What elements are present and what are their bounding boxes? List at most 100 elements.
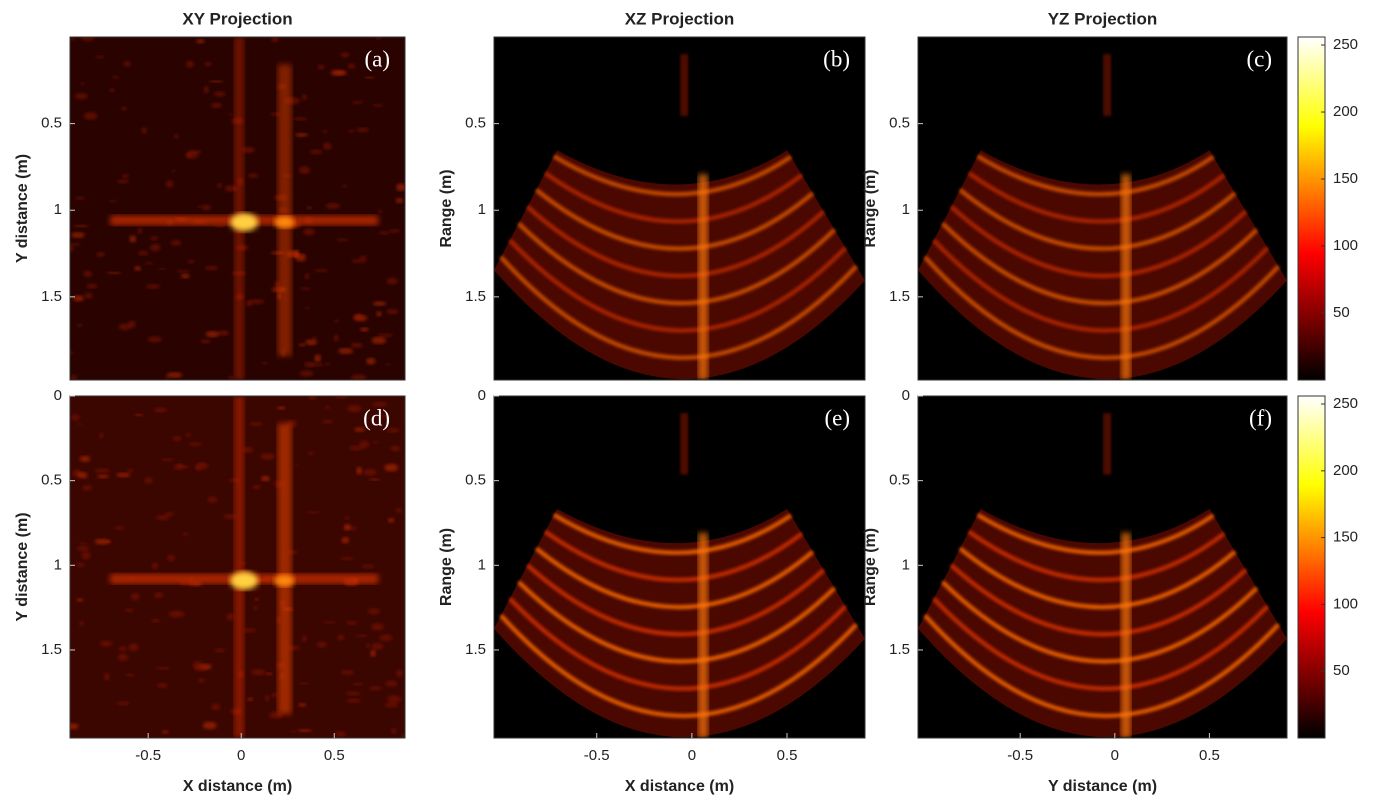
image-hotspot: [274, 574, 295, 587]
image-speckle: [196, 38, 205, 44]
image-speckle: [208, 80, 223, 83]
axes-frame: [69, 395, 406, 739]
image-stripe: [499, 614, 858, 718]
x-tick-label: 0.5: [1199, 747, 1220, 764]
image-stripe: [923, 255, 1280, 360]
image-speckle: [249, 421, 264, 426]
image-speckle: [396, 183, 405, 192]
image-speckle: [384, 463, 399, 472]
x-tick-label: 0.5: [324, 747, 345, 764]
colorbar-tick-label: 100: [1333, 595, 1358, 612]
image-speckle: [114, 526, 125, 530]
image-speckle: [361, 564, 375, 569]
image-speckle: [261, 475, 270, 482]
image-stripe: [976, 154, 1215, 197]
image-speckle: [322, 129, 328, 134]
image-streak: [234, 37, 245, 380]
image-speckle: [72, 295, 85, 302]
y-tick-label: 0.5: [465, 115, 486, 132]
image-speckle: [77, 545, 90, 552]
image-speckle: [79, 455, 91, 462]
image-speckle: [194, 664, 208, 672]
image-stripe: [923, 614, 1280, 718]
image-speckle: [364, 76, 375, 79]
image-speckle: [386, 428, 400, 433]
image-streak: [1103, 413, 1112, 475]
y-axis-label: Range (m): [438, 169, 455, 247]
image-speckle: [304, 361, 315, 368]
image-speckle: [346, 621, 358, 625]
image-stripe: [526, 205, 826, 278]
image-speckle: [396, 669, 403, 678]
image-speckle: [338, 347, 354, 355]
y-tick-label: 1.5: [41, 641, 62, 658]
colorbar: [1297, 36, 1326, 381]
image-streak: [277, 423, 292, 715]
heatmap-image: [494, 396, 865, 738]
image-speckle: [372, 301, 387, 306]
image-speckle: [123, 60, 131, 67]
image-stripe: [949, 205, 1248, 278]
colorbar-tick-label: 50: [1333, 304, 1350, 321]
panel-title: XZ Projection: [625, 9, 735, 28]
image-stripe: [941, 221, 1259, 306]
image-speckle: [166, 372, 183, 378]
panel-title: XY Projection: [182, 9, 292, 28]
image-speckle: [363, 468, 377, 476]
image-speckle: [162, 730, 169, 734]
y-tick-label: 1.5: [41, 288, 62, 305]
y-tick-label: 1: [478, 556, 486, 573]
image-speckle: [375, 37, 382, 40]
image-stripe: [958, 546, 1237, 610]
image-speckle: [247, 173, 259, 178]
image-streak: [680, 54, 689, 116]
image-speckle: [134, 266, 142, 271]
image-speckle: [298, 702, 307, 707]
panel-label: (b): [823, 46, 850, 71]
image-speckle: [341, 184, 348, 188]
image-speckle: [168, 610, 185, 618]
image-speckle: [137, 250, 149, 256]
image-speckle: [241, 146, 255, 154]
image-speckle: [124, 608, 134, 612]
image-speckle: [116, 472, 131, 478]
y-tick-label: 0.5: [41, 115, 62, 132]
panel-label: (c): [1246, 46, 1272, 71]
image-speckle: [137, 227, 143, 234]
image-speckle: [298, 166, 311, 174]
image-speckle: [210, 703, 221, 711]
image-speckle: [106, 540, 112, 543]
image-speckle: [121, 174, 130, 179]
image-speckle: [340, 670, 355, 675]
image-speckle: [301, 94, 308, 100]
image-speckle: [245, 299, 253, 307]
image-speckle: [371, 104, 384, 107]
image-speckle: [144, 262, 154, 265]
image-speckle: [367, 608, 381, 615]
image-speckle: [371, 642, 384, 650]
image-speckle: [156, 515, 170, 521]
image-speckle: [228, 113, 234, 116]
image-speckle: [386, 277, 398, 285]
image-speckle: [350, 374, 367, 380]
image-speckle: [242, 628, 257, 633]
image-speckle: [167, 554, 175, 562]
image-speckle: [70, 37, 76, 41]
image-streak: [277, 64, 292, 356]
y-tick-label: 1: [54, 556, 62, 573]
colorbar-tick-label: 200: [1333, 462, 1358, 479]
image-speckle: [157, 267, 167, 270]
image-speckle: [109, 87, 115, 93]
image-speckle: [271, 37, 279, 43]
image-stripe: [932, 597, 1270, 691]
image-speckle: [77, 471, 88, 479]
image-speckle: [79, 82, 85, 85]
x-axis-label: X distance (m): [625, 778, 734, 795]
y-tick-label: 1.5: [889, 641, 910, 658]
image-speckle: [359, 440, 370, 448]
image-stripe: [932, 238, 1270, 333]
image-speckle: [366, 643, 371, 649]
image-speckle: [311, 336, 317, 340]
colorbar: [1297, 395, 1326, 739]
